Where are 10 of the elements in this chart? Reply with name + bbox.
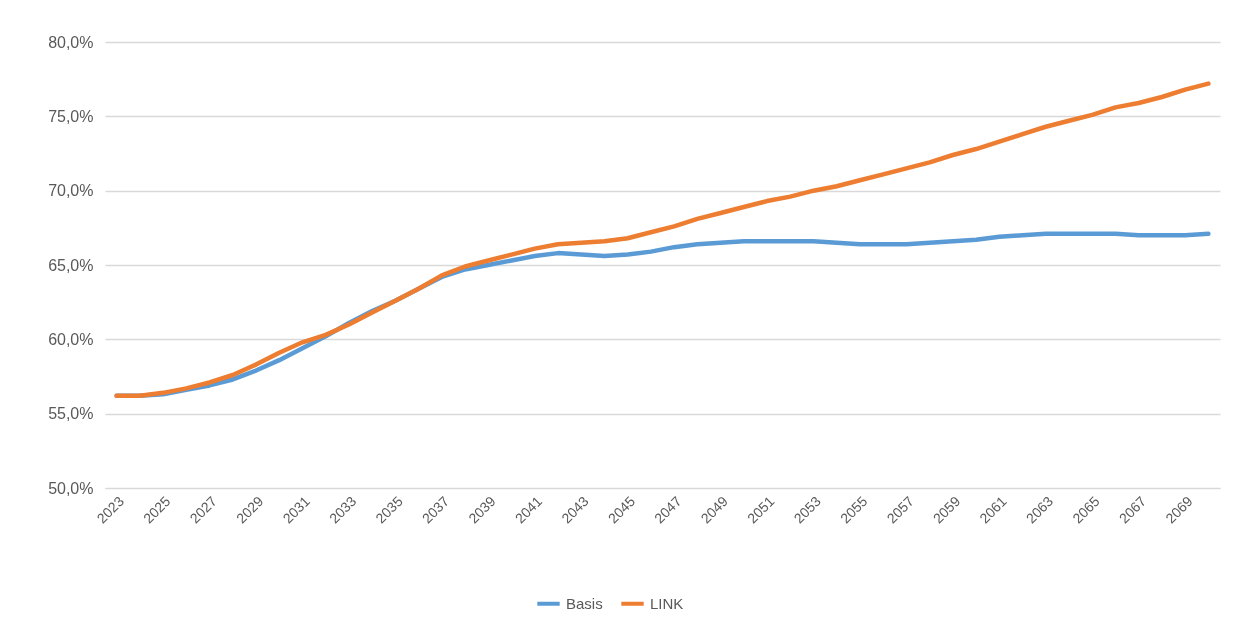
legend-label: LINK	[650, 594, 684, 612]
y-tick-label: 70,0%	[48, 182, 94, 200]
line-series	[114, 81, 1211, 399]
y-tick-label: 65,0%	[48, 256, 94, 274]
y-tick-label: 75,0%	[48, 107, 94, 125]
y-tick-label: 60,0%	[48, 330, 94, 348]
y-tick-label: 50,0%	[48, 479, 94, 497]
y-tick-label: 55,0%	[48, 405, 94, 423]
legend-label: Basis	[566, 594, 603, 612]
y-tick-label: 80,0%	[48, 33, 94, 51]
